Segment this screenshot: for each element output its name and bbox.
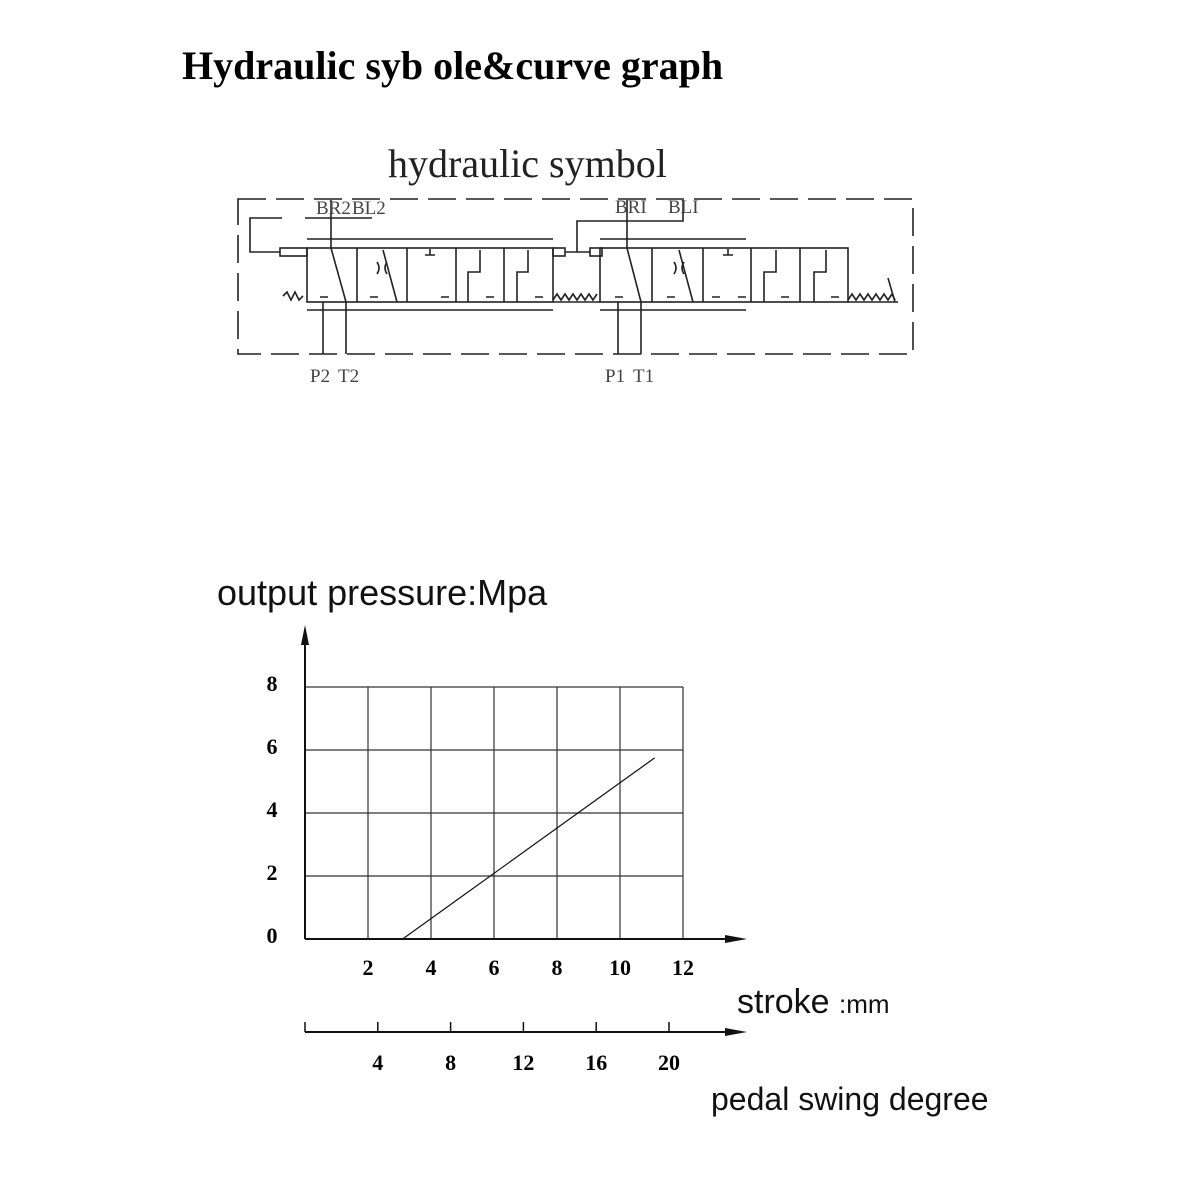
secondary-x-tick-label: 12 xyxy=(512,1050,535,1075)
x-tick-label: 4 xyxy=(425,955,437,980)
y-tick-label: 6 xyxy=(266,734,278,759)
x-tick-label: 2 xyxy=(362,955,374,980)
x-tick-label: 12 xyxy=(672,955,694,980)
port-br2-label: BR2 xyxy=(316,198,351,219)
secondary-x-tick-label: 20 xyxy=(658,1050,680,1075)
port-t2-label: T2 xyxy=(338,366,360,387)
y-tick-label: 2 xyxy=(266,860,278,885)
x-tick-label: 6 xyxy=(488,955,500,980)
left-valve-section xyxy=(249,200,554,354)
symbol-title: hydraulic symbol xyxy=(388,141,667,186)
port-bl1-label: BLI xyxy=(668,197,699,218)
series-line xyxy=(402,757,656,940)
x-axis-label: stroke :mm xyxy=(737,983,890,1022)
middle-connector xyxy=(552,247,603,303)
port-bl2-label: BL2 xyxy=(352,198,386,219)
outer-dashed-boundary xyxy=(237,198,914,355)
port-br1-label: BRI xyxy=(615,197,647,218)
y-tick-label: 0 xyxy=(266,923,278,948)
port-p2-label: P2 xyxy=(310,366,331,387)
page-title: Hydraulic syb ole&curve graph xyxy=(182,43,724,88)
x-axis-arrow-icon xyxy=(725,935,747,943)
secondary-x-tick-label: 8 xyxy=(445,1050,457,1075)
x-axis-label-text: stroke xyxy=(737,983,830,1021)
right-valve-section xyxy=(576,200,898,354)
y-tick-label: 8 xyxy=(266,671,278,696)
secondary-x-axis-label: pedal swing degree xyxy=(711,1081,989,1117)
x-tick-label: 8 xyxy=(551,955,563,980)
secondary-x-tick-label: 4 xyxy=(372,1050,384,1075)
x-axis-unit: :mm xyxy=(839,989,890,1019)
x-tick-label: 10 xyxy=(609,955,631,980)
y-axis-label: output pressure:Mpa xyxy=(217,572,548,613)
port-p1-label: P1 xyxy=(605,366,626,387)
y-tick-label: 4 xyxy=(266,797,278,822)
y-axis-arrow-icon xyxy=(301,625,309,645)
secondary-x-axis-arrow-icon xyxy=(725,1028,747,1036)
secondary-x-tick-label: 16 xyxy=(585,1050,608,1075)
port-t1-label: T1 xyxy=(633,366,655,387)
